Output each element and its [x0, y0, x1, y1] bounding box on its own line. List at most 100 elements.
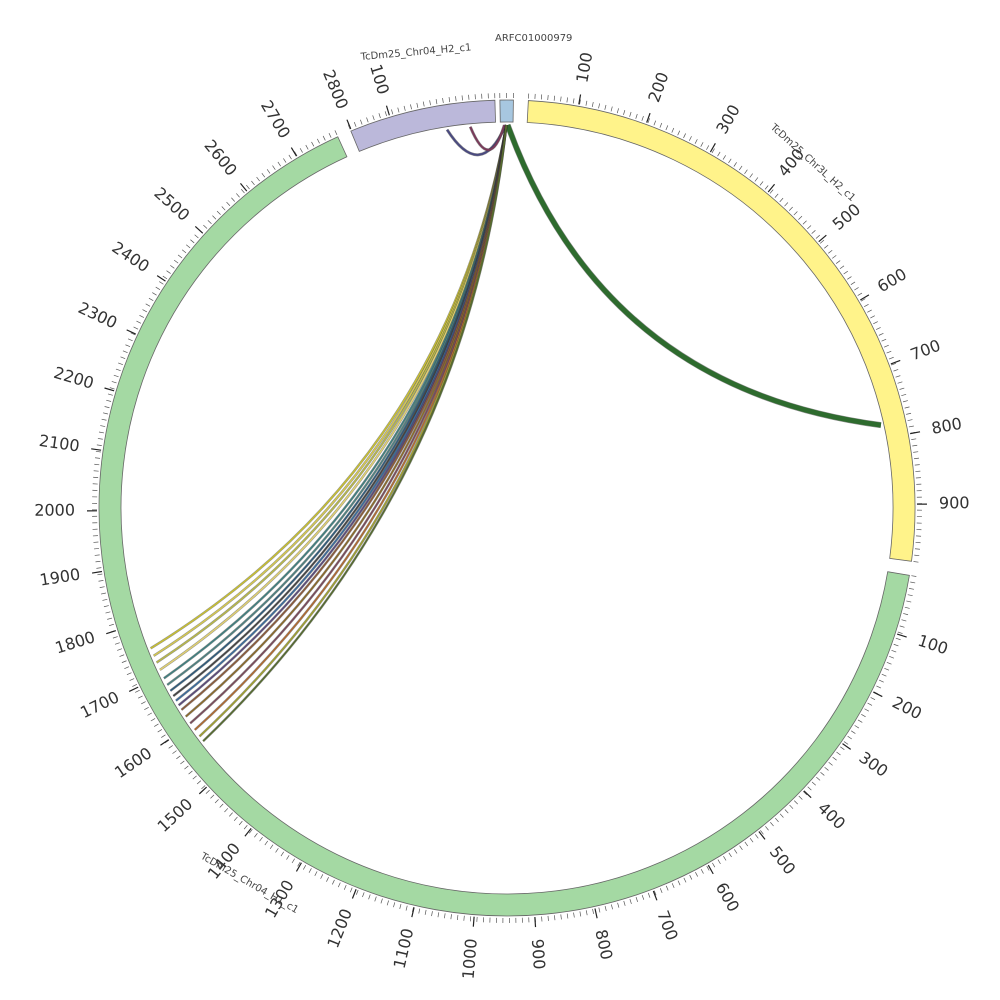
minor-tick	[798, 795, 803, 800]
minor-tick	[910, 581, 916, 584]
segment-tcdm25-chr04-h1-c1	[98, 136, 910, 917]
minor-tick	[233, 816, 238, 821]
minor-tick	[784, 202, 789, 207]
minor-tick	[210, 794, 215, 799]
minor-tick	[124, 666, 130, 669]
minor-tick	[840, 746, 845, 750]
minor-tick	[566, 97, 568, 103]
link-outline	[159, 124, 508, 671]
minor-tick	[461, 95, 463, 101]
minor-tick	[172, 750, 177, 754]
segment-label-arfc01000979: ARFC01000979	[495, 33, 572, 44]
minor-tick	[572, 98, 575, 104]
minor-tick	[888, 356, 894, 360]
link	[163, 124, 508, 679]
minor-tick	[403, 105, 406, 111]
minor-tick	[802, 220, 807, 225]
minor-tick	[604, 906, 607, 912]
minor-tick	[337, 882, 341, 888]
minor-tick	[277, 161, 281, 167]
minor-tick	[111, 381, 117, 384]
minor-tick	[883, 344, 889, 348]
major-tick	[194, 226, 204, 234]
minor-tick	[760, 830, 764, 835]
minor-tick	[137, 695, 143, 699]
minor-tick	[611, 904, 613, 910]
minor-tick	[895, 375, 901, 378]
major-tick	[910, 431, 921, 435]
minor-tick	[246, 184, 250, 190]
minor-tick	[902, 400, 908, 403]
minor-tick	[911, 438, 917, 440]
minor-tick	[647, 892, 651, 898]
minor-tick	[201, 785, 206, 790]
minor-tick	[147, 712, 153, 716]
tick-label: 200	[889, 693, 925, 724]
minor-tick	[238, 820, 243, 826]
minor-tick	[733, 162, 737, 167]
link-outline	[149, 124, 508, 650]
minor-tick	[653, 890, 657, 896]
tick-label: 2400	[109, 238, 153, 276]
minor-tick	[891, 649, 897, 653]
minor-tick	[224, 808, 229, 813]
minor-tick	[824, 767, 829, 771]
minor-tick	[793, 800, 798, 805]
major-tick	[239, 183, 248, 192]
major-tick	[890, 359, 901, 365]
minor-tick	[275, 848, 279, 853]
minor-tick	[828, 249, 833, 254]
minor-tick	[847, 735, 852, 740]
minor-tick	[291, 858, 295, 864]
minor-tick	[95, 450, 101, 453]
minor-tick	[154, 723, 159, 727]
labels-layer: 1002003004005006007008009001002003004005…	[34, 33, 969, 980]
tick-label: 100	[572, 51, 596, 84]
minor-tick	[362, 892, 365, 898]
minor-tick	[907, 594, 913, 597]
link-outline	[155, 124, 508, 664]
minor-tick	[904, 406, 910, 409]
minor-tick	[717, 151, 721, 157]
minor-tick	[266, 169, 271, 174]
minor-tick	[886, 661, 892, 665]
minor-tick	[901, 619, 907, 622]
minor-tick	[907, 419, 913, 421]
minor-tick	[897, 631, 903, 634]
minor-tick	[397, 107, 400, 113]
minor-tick	[288, 154, 292, 160]
minor-tick	[100, 592, 106, 595]
tick-label: 800	[591, 928, 616, 962]
minor-tick	[870, 697, 876, 701]
minor-tick	[254, 833, 258, 838]
minor-tick	[592, 908, 594, 914]
minor-tick	[347, 124, 351, 130]
minor-tick	[706, 865, 710, 871]
minor-tick	[94, 463, 100, 466]
minor-tick	[120, 356, 126, 359]
minor-tick	[598, 103, 600, 109]
tick-label: 1100	[390, 926, 418, 970]
tick-label: 1700	[77, 687, 122, 722]
minor-tick	[144, 706, 149, 711]
minor-tick	[904, 606, 910, 609]
minor-tick	[824, 244, 829, 249]
minor-tick	[706, 145, 710, 150]
minor-tick	[665, 885, 669, 891]
segment-label-tcdm25-chr04-h2-c1: TcDm25_Chr04_H2_c1	[359, 42, 472, 63]
minor-tick	[98, 580, 104, 582]
minor-tick	[779, 197, 784, 203]
tick-label: 1600	[111, 743, 155, 782]
minor-tick	[784, 809, 789, 814]
minor-tick	[130, 332, 136, 336]
major-tick	[126, 329, 136, 335]
minor-tick	[150, 718, 156, 722]
minor-tick	[286, 855, 290, 860]
minor-tick	[659, 122, 663, 128]
minor-tick	[728, 852, 732, 858]
minor-tick	[372, 115, 375, 121]
minor-tick	[819, 239, 825, 244]
minor-tick	[129, 678, 135, 681]
minor-tick	[100, 425, 106, 427]
